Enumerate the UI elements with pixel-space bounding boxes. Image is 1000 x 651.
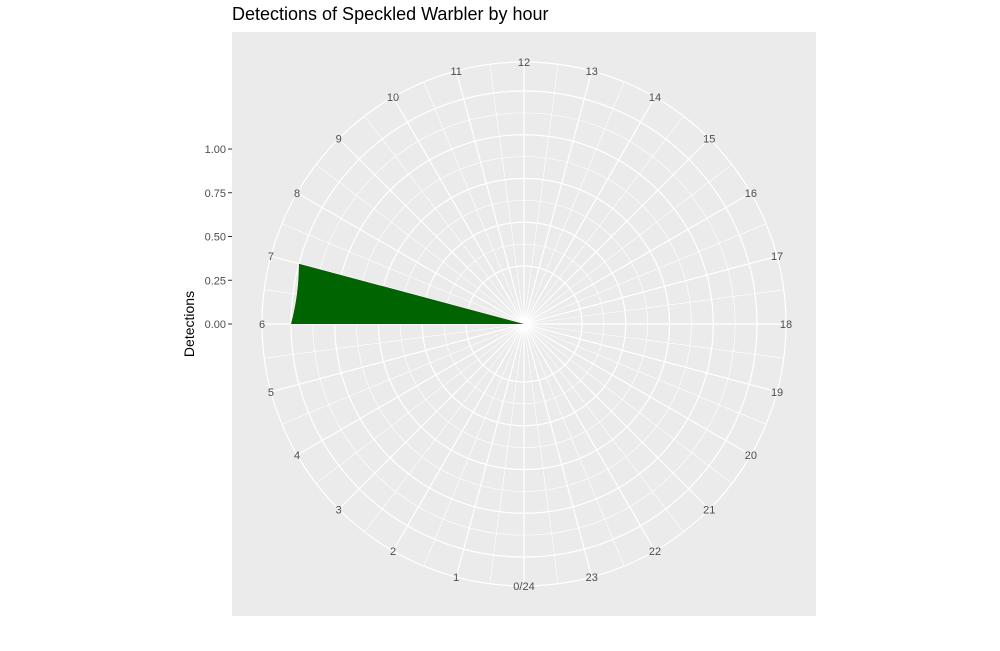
minor-grid-spoke [523,223,767,325]
minor-grid-spoke [364,115,525,325]
major-grid-spoke [455,323,525,578]
major-grid-spoke [338,138,525,325]
major-grid-spoke [523,323,656,552]
minor-grid-spoke [523,64,559,325]
minor-grid-spoke [281,323,525,425]
y-tick-label: 1.00 [205,144,226,156]
minor-grid-spoke [489,323,525,584]
minor-grid-spoke [523,323,684,533]
major-grid-spoke [392,96,525,325]
minor-grid-spoke [315,164,525,325]
hour-label: 9 [336,134,342,146]
hour-label: 14 [649,92,661,104]
major-grid-spoke [523,323,778,393]
major-grid-spoke [392,323,525,552]
major-grid-spoke [523,323,752,456]
y-axis-title: Detections [181,291,197,357]
minor-grid-spoke [523,164,733,325]
major-grid-spoke [270,323,525,393]
hour-label: 2 [390,546,396,558]
hour-label: 4 [294,450,300,462]
hour-label: 12 [518,57,530,69]
chart-title: Detections of Speckled Warbler by hour [232,4,549,24]
major-grid-spoke [523,323,593,578]
hour-label: 20 [745,450,757,462]
hour-label: 11 [450,66,461,78]
minor-grid-spoke [281,223,525,325]
hour-label: 16 [745,188,757,200]
angle-labels: 0/24123456789101112131415161718192021222… [259,57,792,593]
hour-label: 22 [649,546,661,558]
hour-label: 6 [259,319,265,331]
hour-label: 23 [586,572,598,584]
major-grid-spoke [296,323,525,456]
bars [291,263,524,324]
minor-grid-spoke [264,323,525,359]
major-grid-spoke [523,96,656,325]
hour-label: 13 [586,66,598,78]
major-grid-spoke [523,255,778,325]
hour-label: 5 [268,387,274,399]
minor-grid-spoke [523,323,733,484]
major-grid-spoke [455,70,525,325]
y-axis: 0.00 0.25 0.50 0.75 1.00 [205,144,232,331]
hour-label: 10 [387,92,399,104]
minor-grid-spoke [364,323,525,533]
hour-label: 1 [453,572,459,584]
hour-label: 17 [771,251,783,263]
hour-label: 19 [771,387,783,399]
major-grid-spoke [523,70,593,325]
hour-label: 8 [294,188,300,200]
y-tick-label: 0.75 [205,188,226,200]
minor-grid-spoke [523,323,784,359]
minor-grid-spoke [523,115,684,325]
hour-label: 0/24 [513,581,534,593]
major-grid-spoke [338,323,525,510]
y-tick-label: 0.50 [205,232,226,244]
minor-grid-spoke [315,323,525,484]
y-tick-label: 0.25 [205,275,226,287]
major-grid [261,61,787,587]
minor-grid-spoke [489,64,525,325]
hour-label: 3 [336,504,342,516]
minor-grid-spoke [523,81,625,325]
hour-label: 21 [703,504,715,516]
minor-grid-spoke [523,323,767,425]
major-grid-spoke [296,192,525,325]
y-tick-label: 0.00 [205,319,226,331]
minor-grid-spoke [523,323,559,584]
bar-hour-6 [291,263,524,324]
hour-label: 15 [703,134,715,146]
minor-grid-spoke [523,323,625,567]
major-grid-spoke [523,323,710,510]
major-grid-spoke [523,192,752,325]
major-grid-spoke [523,138,710,325]
minor-grid-spoke [523,289,784,325]
minor-grid-spoke [423,81,525,325]
hour-label: 18 [780,319,792,331]
hour-label: 7 [268,251,274,263]
minor-grid-spoke [423,323,525,567]
